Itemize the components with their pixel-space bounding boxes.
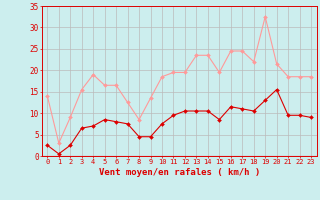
X-axis label: Vent moyen/en rafales ( km/h ): Vent moyen/en rafales ( km/h ) — [99, 168, 260, 177]
